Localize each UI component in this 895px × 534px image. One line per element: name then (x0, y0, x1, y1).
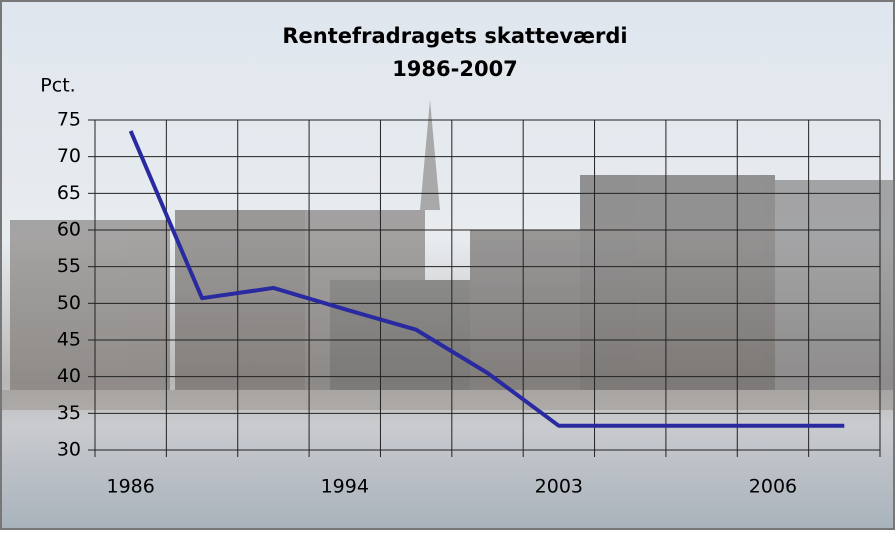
y-tick-label: 55 (57, 255, 81, 277)
y-tick-label: 70 (57, 145, 81, 167)
y-tick-label: 45 (57, 329, 81, 351)
x-tick-label: 2006 (749, 476, 797, 498)
chart-title: Rentefradragets skatteværdi (282, 24, 627, 48)
y-tick-label: 60 (57, 219, 81, 241)
y-tick-label: 40 (57, 365, 81, 387)
x-tick-label: 2003 (535, 476, 583, 498)
y-tick-label: 75 (57, 109, 81, 131)
chart-subtitle: 1986-2007 (392, 57, 518, 81)
x-tick-label: 1986 (107, 476, 155, 498)
y-tick-label: 30 (57, 439, 81, 461)
y-tick-label: 35 (57, 402, 81, 424)
x-tick-label: 1994 (321, 476, 369, 498)
y-tick-label: 50 (57, 292, 81, 314)
y-axis-label: Pct. (40, 75, 75, 97)
line (128, 130, 845, 428)
y-tick-label: 65 (57, 182, 81, 204)
background-photo (0, 100, 895, 410)
